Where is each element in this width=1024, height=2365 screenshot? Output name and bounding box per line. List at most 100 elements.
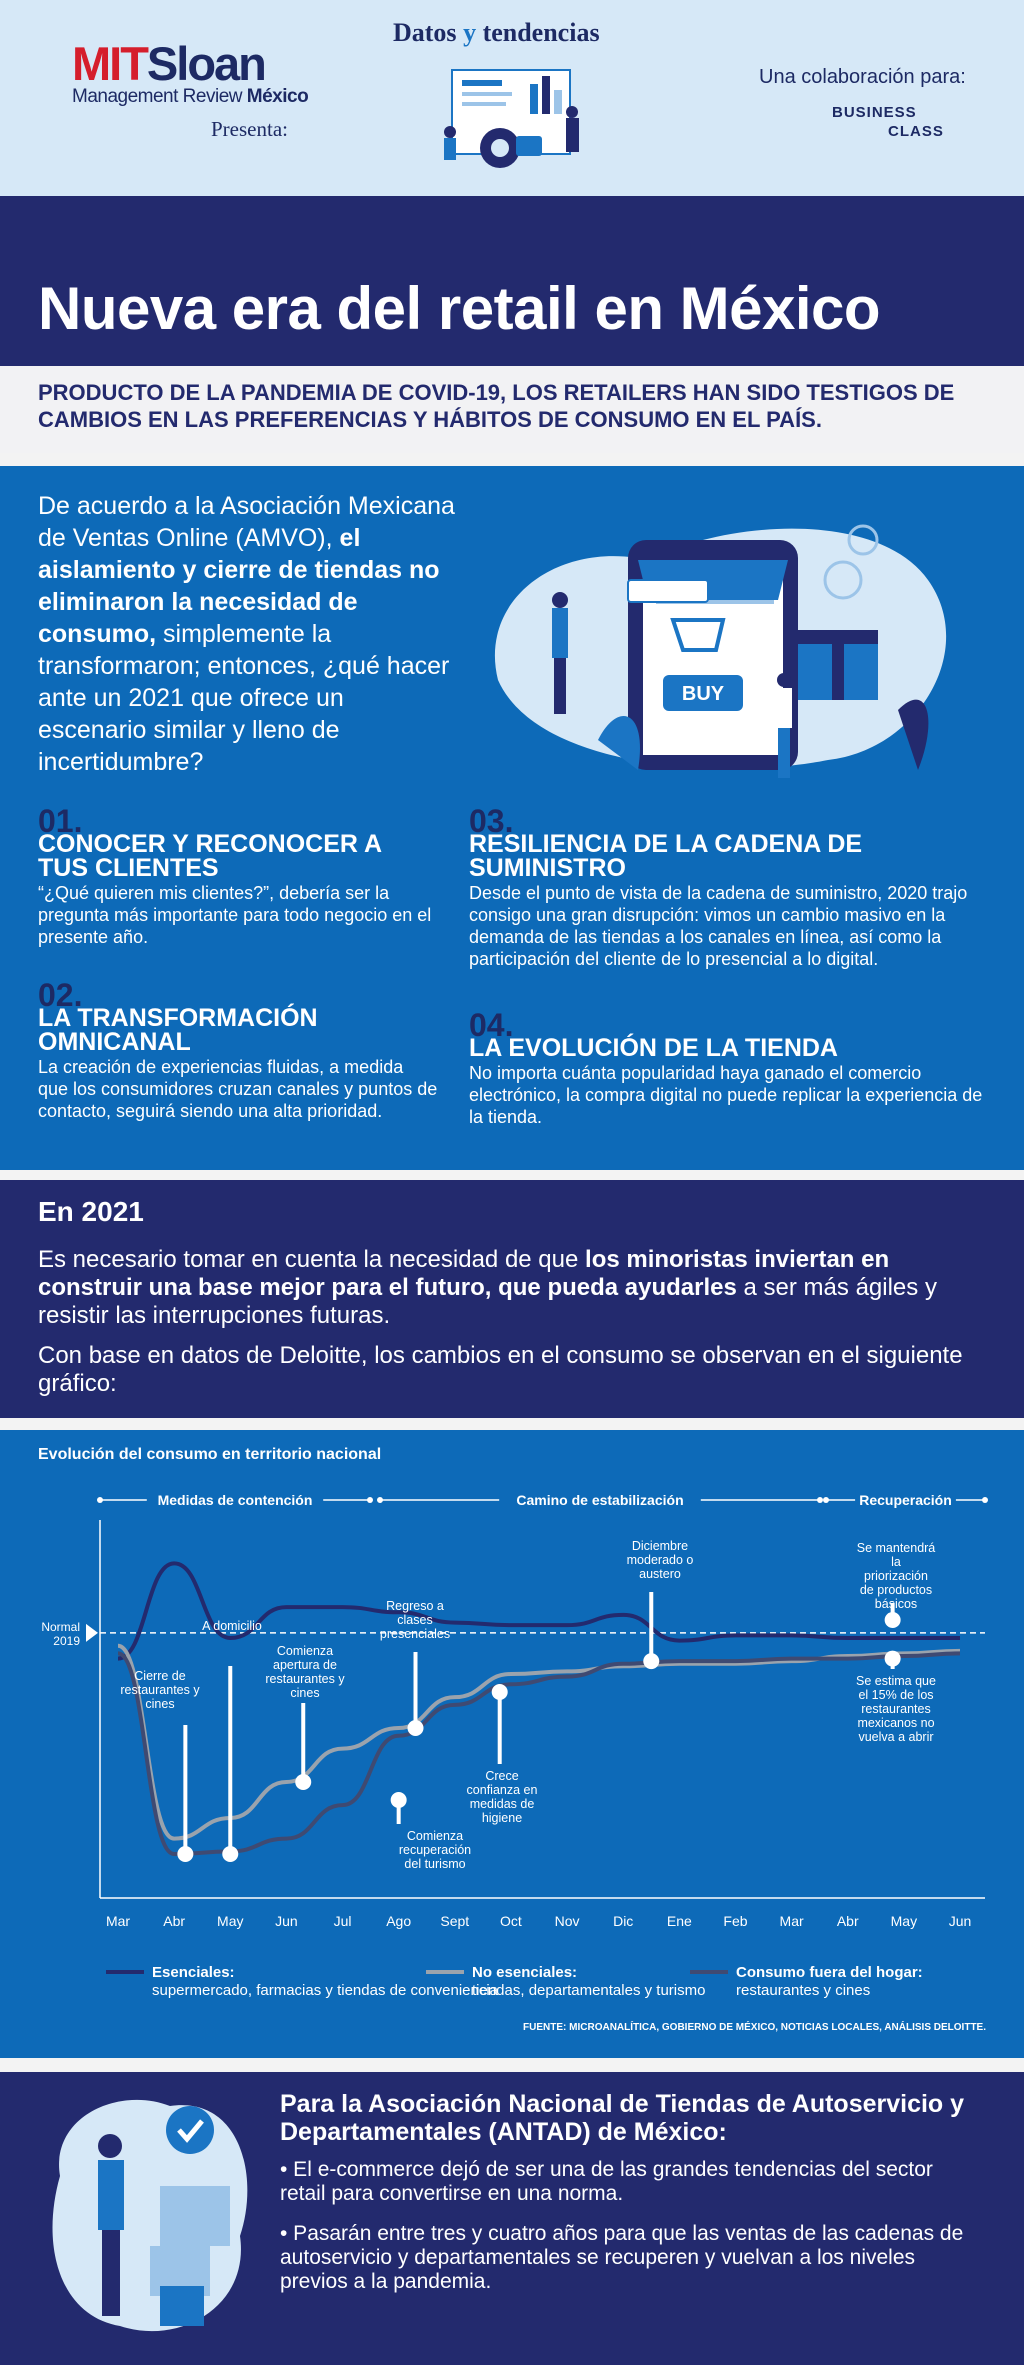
tip-number: 01. bbox=[38, 803, 83, 839]
annotation-point bbox=[407, 1720, 424, 1736]
annotation-point bbox=[177, 1846, 194, 1862]
x-tick-label: Sept bbox=[440, 1913, 469, 1929]
tip-number: 04. bbox=[469, 1007, 514, 1043]
x-tick-label: May bbox=[891, 1913, 917, 1929]
presenta-label: Presenta: bbox=[211, 117, 288, 141]
annotation-label: básicos bbox=[875, 1597, 917, 1611]
intro-text-bold: el aislamiento y cierre de tiendas no el… bbox=[38, 524, 440, 648]
phase-dot bbox=[817, 1497, 823, 1503]
shop-illustration-icon: BUY bbox=[494, 524, 947, 778]
tip-heading: LA TRANSFORMACIÓN OMNICANAL bbox=[38, 1004, 318, 1056]
annotation-label: Cierre de bbox=[134, 1669, 185, 1683]
phase-label-bg bbox=[146, 1490, 324, 1510]
annotation-label: confianza en bbox=[467, 1783, 538, 1797]
logo-sloan-text: Sloan bbox=[146, 37, 267, 90]
tendencias-word: tendencias bbox=[482, 18, 600, 47]
en-p1-text-c: a ser más ágiles y resistir las interrup… bbox=[38, 1274, 937, 1329]
x-tick-label: Nov bbox=[555, 1913, 580, 1929]
chart-section bbox=[0, 1430, 1024, 2058]
annotation-label: restaurantes bbox=[861, 1702, 930, 1716]
tip-heading: LA EVOLUCIÓN DE LA TIENDA bbox=[469, 1034, 838, 1062]
annotation-label: recuperación bbox=[399, 1843, 471, 1857]
annotation-label: la bbox=[891, 1555, 901, 1569]
tip-item-3: 03. RESILIENCIA DE LA CADENA DE SUMINIST… bbox=[469, 803, 989, 970]
tip-number: 03. bbox=[469, 803, 514, 839]
annotation-label: Comienza bbox=[407, 1829, 463, 1843]
x-tick-label: Jul bbox=[334, 1913, 352, 1929]
annotation-label: apertura de bbox=[273, 1658, 337, 1672]
phase-label: Recuperación bbox=[859, 1492, 952, 1508]
logo-mexico-text: México bbox=[246, 86, 309, 107]
annotation-label: Se mantendrá bbox=[857, 1541, 936, 1555]
page-title: Nueva era del retail en México bbox=[38, 275, 881, 342]
annotation-label: moderado o bbox=[627, 1553, 694, 1567]
legend-desc: tiendas, departamentales y turismo bbox=[472, 1982, 705, 1999]
annotation-label: austero bbox=[639, 1567, 681, 1581]
mit-sloan-logo: MITSloan bbox=[72, 37, 267, 90]
phase-label-bg bbox=[499, 1490, 701, 1510]
annotation-label: restaurantes y bbox=[265, 1672, 345, 1686]
intro-text-c: simplemente la transformaron; entonces, … bbox=[38, 620, 450, 776]
tip-body: “¿Qué quieren mis clientes?”, debería se… bbox=[38, 883, 432, 947]
logo-subtitle: Management Review México bbox=[72, 86, 309, 108]
annotation-point bbox=[643, 1653, 660, 1670]
business-word: BUSINESS bbox=[832, 104, 917, 121]
intro-paragraph: De acuerdo a la Asociación Mexicana de V… bbox=[38, 490, 458, 778]
tip-heading: CONOCER Y RECONOCER A TUS CLIENTES bbox=[38, 830, 382, 882]
collaboration-label: Una colaboración para: bbox=[759, 66, 966, 88]
consumption-chart: Medidas de contención Camino de estabiliz… bbox=[41, 1490, 988, 1999]
annotation-label: presenciales bbox=[380, 1627, 450, 1641]
annotation-point bbox=[491, 1684, 508, 1700]
annotation-label: el 15% de los bbox=[858, 1688, 933, 1702]
business-class-logo: BUSINESS CLASS bbox=[820, 104, 970, 144]
en-p1-text-a: Es necesario tomar en cuenta la necesida… bbox=[38, 1246, 579, 1273]
annotation-label: cines bbox=[290, 1686, 319, 1700]
annotation-label: Crece bbox=[485, 1769, 518, 1783]
tip-body: Desde el punto de vista de la cadena de … bbox=[469, 883, 968, 969]
tip-body: La creación de experiencias fluidas, a m… bbox=[38, 1057, 438, 1121]
tip-item-4: 04. LA EVOLUCIÓN DE LA TIENDA No importa… bbox=[469, 1007, 989, 1128]
annotation-label: Comienza bbox=[277, 1644, 333, 1658]
annotation-point bbox=[884, 1612, 901, 1628]
x-tick-label: Mar bbox=[106, 1913, 130, 1929]
series-line-1 bbox=[117, 1643, 961, 1841]
tip-heading: RESILIENCIA DE LA CADENA DE SUMINISTRO bbox=[469, 830, 863, 882]
intro-text-a: De acuerdo a la Asociación Mexicana de V… bbox=[38, 492, 455, 552]
data-illustration-icon bbox=[444, 69, 579, 168]
page-subtitle: PRODUCTO DE LA PANDEMIA DE COVID-19, LOS… bbox=[38, 380, 955, 432]
phase-label-bg bbox=[855, 1490, 956, 1510]
annotation-label: A domicilio bbox=[202, 1619, 262, 1633]
annotation-point bbox=[390, 1792, 407, 1808]
header: MITSloan Management Review México Presen… bbox=[0, 0, 1024, 196]
en-2021-paragraph-2: Con base en datos de Deloitte, los cambi… bbox=[38, 1342, 963, 1397]
annotation-label: Regreso a bbox=[386, 1599, 444, 1613]
annotation-label: restaurantes y bbox=[120, 1683, 200, 1697]
antad-bullet-2: • Pasarán entre tres y cuatro años para … bbox=[280, 2222, 964, 2293]
datos-y-tendencias: Datos y tendencias bbox=[393, 18, 600, 48]
tip-item-1: 01. CONOCER Y RECONOCER A TUS CLIENTES “… bbox=[38, 803, 438, 948]
tip-item-2: 02. LA TRANSFORMACIÓN OMNICANAL La creac… bbox=[38, 979, 438, 1122]
x-tick-label: Oct bbox=[500, 1913, 522, 1929]
phase-label: Camino de estabilización bbox=[516, 1492, 683, 1508]
x-tick-label: Mar bbox=[780, 1913, 804, 1929]
logo-mgmt-text: Management Review bbox=[72, 86, 242, 107]
baseline-label: 2019 bbox=[53, 1634, 80, 1648]
x-tick-label: Ago bbox=[386, 1913, 411, 1929]
annotation-label: higiene bbox=[482, 1811, 522, 1825]
phase-dot bbox=[97, 1497, 103, 1503]
series-line-2 bbox=[117, 1651, 961, 1857]
x-tick-label: Dic bbox=[613, 1913, 633, 1929]
datos-word: Datos bbox=[393, 18, 457, 47]
baseline-label: Normal bbox=[41, 1620, 80, 1634]
en-2021-title: En 2021 bbox=[38, 1196, 144, 1227]
legend-label: Consumo fuera del hogar: bbox=[736, 1964, 923, 1981]
series-line-0 bbox=[117, 1561, 960, 1661]
title-band bbox=[0, 196, 1024, 366]
buy-label: BUY bbox=[682, 683, 725, 705]
x-tick-label: Feb bbox=[723, 1913, 747, 1929]
annotation-label: vuelva a abrir bbox=[858, 1730, 933, 1744]
chart-title: Evolución del consumo en territorio naci… bbox=[38, 1446, 382, 1463]
annotation-label: mexicanos no bbox=[857, 1716, 934, 1730]
annotation-label: priorización bbox=[864, 1569, 928, 1583]
annotation-label: clases bbox=[397, 1613, 432, 1627]
